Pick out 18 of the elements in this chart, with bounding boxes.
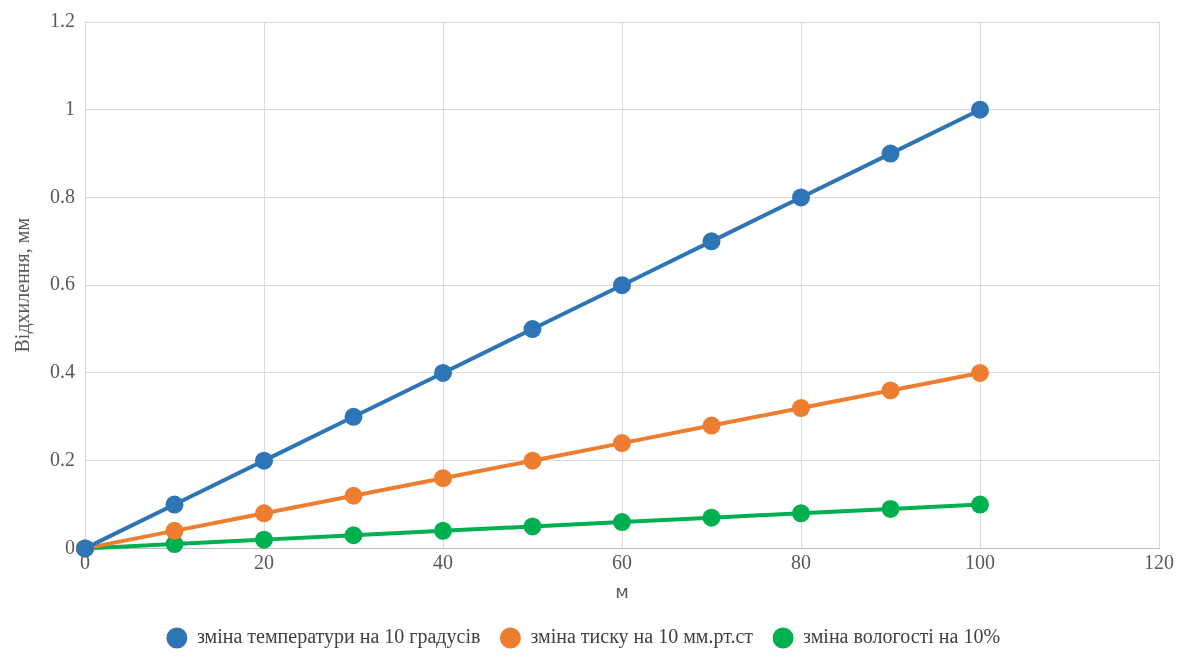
y-tick-label: 0.8 [50,184,75,207]
y-tick-label: 0.4 [50,360,75,383]
x-tick-label: 100 [965,550,995,573]
x-tick-label: 20 [254,550,274,573]
y-tick-label: 0.2 [50,447,75,470]
legend-label: зміна вологості на 10% [803,625,1001,648]
x-tick-label: 40 [433,550,453,573]
legend-label: зміна тиску на 10 мм.рт.ст [530,625,754,649]
x-tick-label: 60 [612,550,632,573]
x-axis-title: м [615,580,629,602]
y-tick-label: 1.2 [50,9,75,32]
x-tick-label: 80 [791,550,811,573]
y-tick-label: 1 [65,96,75,119]
legend-label: зміна температури на 10 градусів [196,625,481,649]
y-tick-label: 0 [65,535,75,558]
x-tick-label: 120 [1144,550,1174,573]
y-axis-title: Відхилення, мм [11,217,35,353]
y-tick-label: 0.6 [50,272,75,295]
